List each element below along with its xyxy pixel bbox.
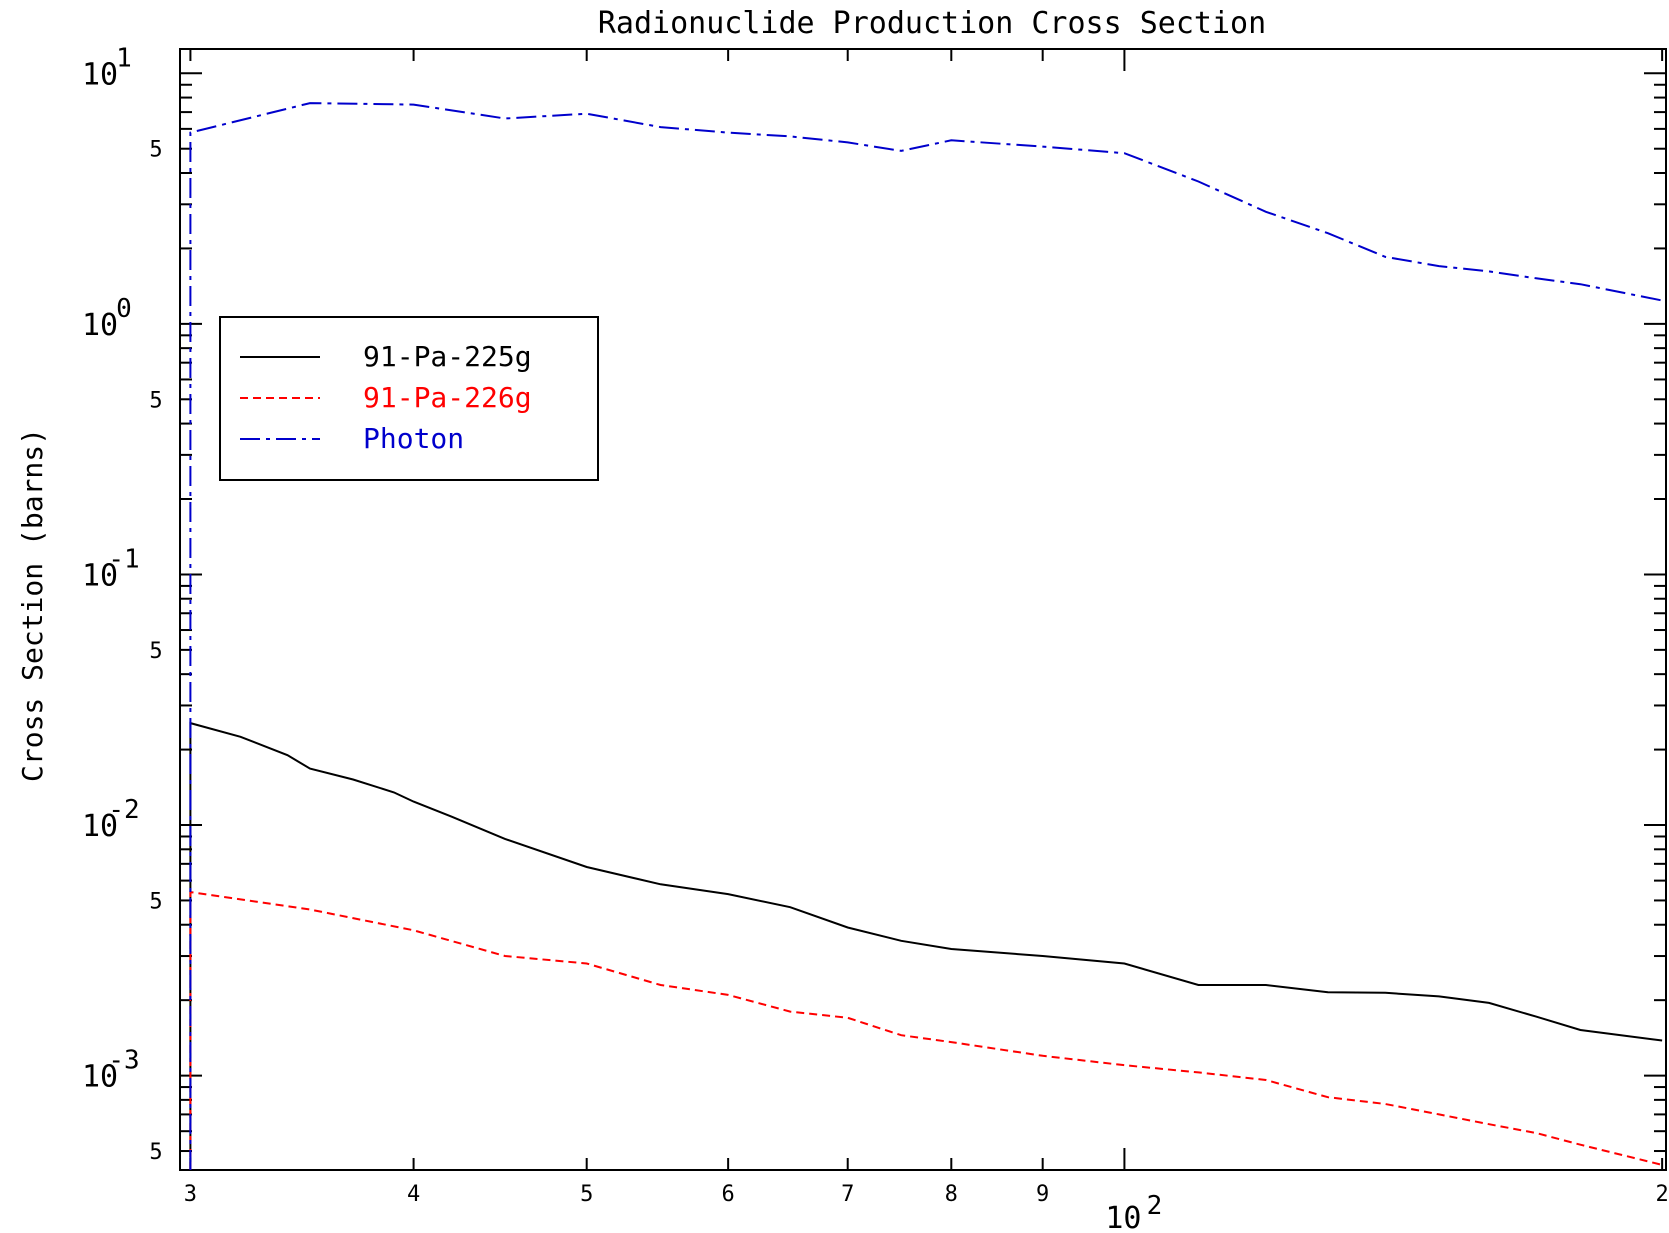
y-decade-label: 10: [82, 57, 118, 92]
legend-label: 91-Pa-225g: [363, 340, 532, 373]
y-minor-tick-label: 5: [149, 1140, 162, 1165]
y-minor-tick-label: 5: [149, 889, 162, 914]
x-decade-exponent: 2: [1147, 1191, 1163, 1221]
x-tick-label: 9: [1036, 1182, 1049, 1207]
x-tick-label: 6: [722, 1182, 735, 1207]
y-decade-label: 10: [82, 558, 118, 593]
axes: [179, 48, 1667, 1171]
y-decade-label: 10: [82, 308, 118, 343]
y-decade-exponent: -2: [108, 795, 139, 825]
series-line-photon: [189, 102, 1663, 1170]
legend: 91-Pa-225g 91-Pa-226g Photon: [219, 316, 599, 481]
x-tick-label: 4: [407, 1182, 420, 1207]
y-decade-exponent: 1: [116, 43, 132, 73]
x-tick-label: 7: [841, 1182, 854, 1207]
legend-label: Photon: [363, 422, 464, 455]
series-layer: [189, 102, 1663, 1170]
x-tick-label: 2: [1656, 1182, 1669, 1207]
legend-label: 91-Pa-226g: [363, 381, 532, 414]
y-minor-tick-label: 5: [149, 388, 162, 413]
x-tick-label: 5: [580, 1182, 593, 1207]
y-minor-tick-label: 5: [149, 138, 162, 163]
chart-title: Radionuclide Production Cross Section: [598, 6, 1266, 41]
y-decade-label: 10: [82, 809, 118, 844]
series-line-91-pa-226g: [189, 890, 1663, 1170]
y-minor-tick-label: 5: [149, 639, 162, 664]
x-tick-label: 8: [945, 1182, 958, 1207]
plot-frame: [179, 48, 1667, 1171]
y-decade-label: 10: [82, 1060, 118, 1095]
y-decade-exponent: 0: [116, 294, 132, 324]
series-line-91-pa-225g: [189, 721, 1663, 1170]
axis-ticks: [180, 49, 1666, 1170]
x-decade-label: 10: [1105, 1201, 1141, 1233]
x-tick-label: 3: [184, 1182, 197, 1207]
y-decade-exponent: -3: [108, 1046, 139, 1076]
y-decade-exponent: -1: [108, 544, 139, 574]
y-axis-label: Cross Section (barns): [16, 428, 49, 782]
